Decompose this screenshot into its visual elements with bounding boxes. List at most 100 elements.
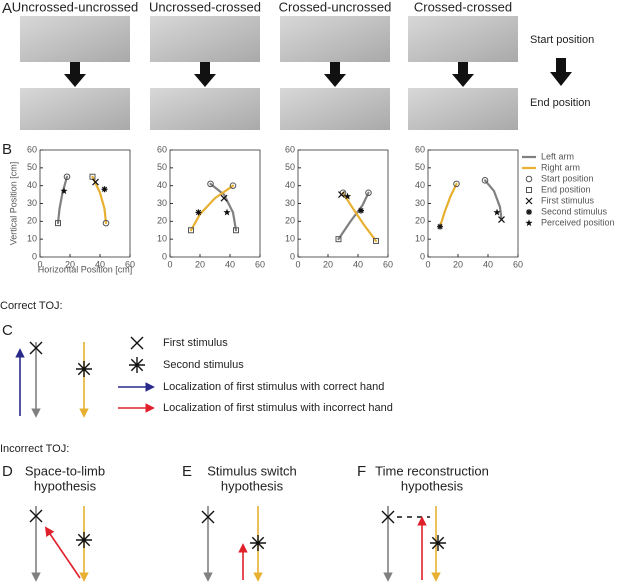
trajectory	[189, 184, 235, 232]
label: End position	[530, 97, 591, 109]
label: hypothesis	[401, 478, 464, 493]
y-tick-label: 10	[157, 234, 167, 244]
label: Vertical Position [cm]	[8, 162, 18, 246]
second-stimulus-icon	[129, 357, 145, 373]
y-tick-label: 50	[27, 162, 37, 172]
label: C	[2, 322, 13, 339]
trajectory	[209, 182, 238, 232]
start-marker	[63, 173, 71, 181]
first-stimulus	[338, 191, 345, 199]
label: Localization of first stimulus with corr…	[163, 381, 384, 393]
trajectory	[483, 179, 503, 221]
y-tick-label: 60	[285, 144, 295, 154]
x-tick-label: 20	[453, 259, 463, 269]
x-tick-label: 0	[167, 259, 172, 269]
legend-entry: First stimulus	[541, 195, 595, 205]
y-tick-label: 10	[415, 234, 425, 244]
y-tick-label: 10	[285, 234, 295, 244]
end-marker	[373, 237, 379, 244]
x-tick-label: 40	[225, 259, 235, 269]
y-tick-label: 60	[157, 144, 167, 154]
legend-entry: End position	[541, 184, 591, 194]
y-tick-label: 60	[27, 144, 37, 154]
perceived-marker	[493, 208, 501, 216]
label: Start position	[530, 34, 594, 46]
y-tick-label: 20	[27, 216, 37, 226]
trajectory	[341, 191, 378, 243]
label: Space-to-limb	[25, 463, 105, 478]
first-stimulus-icon	[381, 510, 395, 524]
end-marker	[188, 227, 194, 234]
y-tick-label: 0	[162, 251, 167, 261]
perceived-marker	[343, 192, 352, 200]
label: hypothesis	[34, 478, 97, 493]
plot-frame	[39, 149, 131, 258]
x-tick-label: 20	[323, 259, 333, 269]
label: Crossed-crossed	[414, 0, 512, 14]
trajectory	[438, 182, 458, 228]
second-stimulus-icon	[430, 535, 446, 551]
photo-start	[20, 16, 130, 62]
arrow	[194, 62, 216, 87]
first-stimulus	[92, 178, 99, 186]
first-stimulus	[498, 216, 505, 223]
y-tick-label: 20	[157, 216, 167, 226]
start-marker	[207, 180, 214, 188]
label: Crossed-uncrossed	[279, 0, 392, 14]
photo-end	[20, 88, 130, 130]
legend-entry: Start position	[541, 173, 594, 183]
end-marker	[526, 187, 532, 193]
photo-end	[408, 88, 518, 130]
second-stimulus-icon	[76, 532, 92, 548]
y-tick-label: 20	[285, 216, 295, 226]
x-tick-label: 0	[425, 259, 430, 269]
y-tick-label: 30	[157, 198, 167, 208]
legend-entry: Right arm	[541, 162, 580, 172]
label: hypothesis	[221, 478, 284, 493]
photo-start	[280, 16, 390, 62]
y-tick-label: 60	[415, 144, 425, 154]
y-tick-label: 30	[27, 198, 37, 208]
label: E	[182, 463, 192, 480]
x-tick-label: 60	[125, 259, 135, 269]
label: Correct TOJ:	[0, 300, 63, 312]
start-marker	[102, 219, 110, 227]
start-marker	[481, 177, 489, 184]
label: Localization of first stimulus with inco…	[163, 402, 393, 414]
y-tick-label: 20	[415, 216, 425, 226]
x-tick-label: 40	[95, 259, 105, 269]
label: Incorrect TOJ:	[0, 443, 69, 455]
y-tick-label: 50	[285, 162, 295, 172]
second-stimulus	[358, 207, 364, 214]
plot-frame	[169, 149, 261, 258]
second-stimulus	[195, 209, 202, 216]
x-tick-label: 60	[255, 259, 265, 269]
y-tick-label: 30	[415, 198, 425, 208]
y-tick-label: 0	[420, 251, 425, 261]
x-tick-label: 0	[37, 259, 42, 269]
label: First stimulus	[163, 337, 228, 349]
label: Uncrossed-uncrossed	[12, 0, 138, 14]
perceived-marker	[223, 208, 231, 216]
end-marker	[335, 236, 342, 243]
first-stimulus-icon	[130, 336, 144, 350]
arrow	[324, 62, 346, 87]
y-tick-label: 50	[157, 162, 167, 172]
label: B	[2, 141, 12, 158]
y-tick-label: 50	[415, 162, 425, 172]
label: Second stimulus	[163, 359, 244, 371]
x-tick-label: 0	[295, 259, 300, 269]
y-tick-label: 10	[27, 234, 37, 244]
plot-frame	[297, 149, 389, 258]
label: Time reconstruction	[375, 463, 489, 478]
label: A	[2, 0, 12, 17]
y-tick-label: 40	[415, 180, 425, 190]
y-tick-label: 40	[285, 180, 295, 190]
x-tick-label: 20	[65, 259, 75, 269]
x-tick-label: 40	[483, 259, 493, 269]
second-stimulus-icon	[76, 361, 92, 377]
first-stimulus-icon	[201, 510, 215, 524]
label: Stimulus switch	[207, 463, 297, 478]
